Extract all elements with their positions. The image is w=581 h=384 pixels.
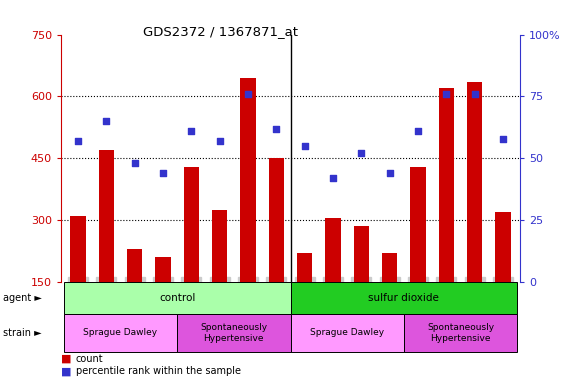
Text: ■: ■ bbox=[61, 366, 71, 376]
Bar bbox=[64, 282, 290, 314]
Bar bbox=[439, 88, 454, 344]
Bar bbox=[290, 314, 404, 352]
Point bbox=[300, 143, 309, 149]
Point bbox=[243, 91, 253, 97]
Point bbox=[130, 160, 139, 166]
Text: sulfur dioxide: sulfur dioxide bbox=[368, 293, 439, 303]
Bar bbox=[495, 212, 511, 344]
Point bbox=[73, 138, 83, 144]
Text: count: count bbox=[76, 354, 103, 364]
Point bbox=[470, 91, 479, 97]
Bar bbox=[382, 253, 397, 344]
Text: ■: ■ bbox=[61, 354, 71, 364]
Bar bbox=[290, 282, 517, 314]
Bar bbox=[404, 314, 517, 352]
Text: Sprague Dawley: Sprague Dawley bbox=[84, 328, 157, 338]
Bar bbox=[325, 218, 341, 344]
Point bbox=[272, 126, 281, 132]
Text: Sprague Dawley: Sprague Dawley bbox=[310, 328, 384, 338]
Bar bbox=[240, 78, 256, 344]
Bar bbox=[99, 150, 114, 344]
Point bbox=[215, 138, 224, 144]
Text: agent ►: agent ► bbox=[3, 293, 42, 303]
Bar bbox=[155, 257, 171, 344]
Text: control: control bbox=[159, 293, 195, 303]
Text: strain ►: strain ► bbox=[3, 328, 41, 338]
Bar bbox=[177, 314, 290, 352]
Bar bbox=[64, 314, 177, 352]
Point bbox=[102, 118, 111, 124]
Bar bbox=[268, 158, 284, 344]
Point bbox=[159, 170, 168, 176]
Point bbox=[187, 128, 196, 134]
Point bbox=[413, 128, 422, 134]
Point bbox=[498, 136, 508, 142]
Bar bbox=[184, 167, 199, 344]
Bar bbox=[212, 210, 227, 344]
Bar bbox=[70, 216, 86, 344]
Text: Spontaneously
Hypertensive: Spontaneously Hypertensive bbox=[427, 323, 494, 343]
Bar bbox=[467, 82, 482, 344]
Point bbox=[357, 151, 366, 157]
Text: GDS2372 / 1367871_at: GDS2372 / 1367871_at bbox=[144, 25, 298, 38]
Point bbox=[328, 175, 338, 181]
Text: percentile rank within the sample: percentile rank within the sample bbox=[76, 366, 241, 376]
Point bbox=[385, 170, 394, 176]
Bar bbox=[297, 253, 313, 344]
Point bbox=[442, 91, 451, 97]
Bar bbox=[354, 227, 369, 344]
Text: Spontaneously
Hypertensive: Spontaneously Hypertensive bbox=[200, 323, 267, 343]
Bar bbox=[410, 167, 426, 344]
Bar bbox=[127, 249, 142, 344]
